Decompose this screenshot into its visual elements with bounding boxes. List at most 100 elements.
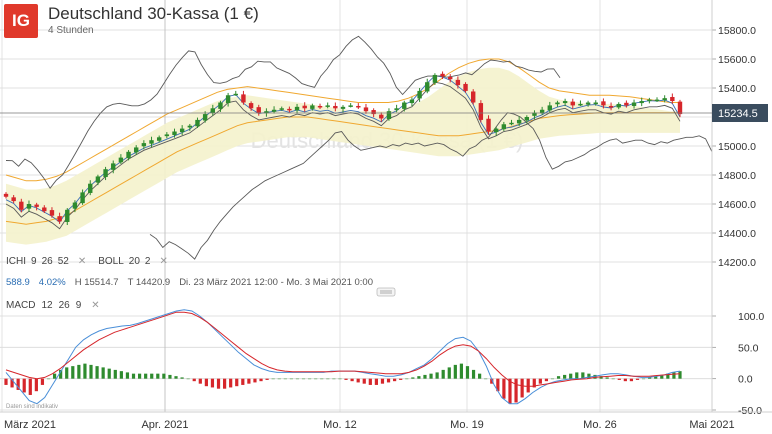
- candle-body: [340, 106, 346, 109]
- histogram-bar: [283, 378, 287, 380]
- histogram-bar: [265, 378, 269, 380]
- histogram-bar: [611, 378, 615, 380]
- histogram-bar: [648, 377, 652, 379]
- candle-body: [356, 105, 361, 108]
- candle-body: [95, 176, 101, 183]
- price-tick-label: 15800.0: [718, 25, 756, 37]
- logo-text: IG: [12, 11, 30, 30]
- histogram-bar: [77, 364, 81, 379]
- histogram-bar: [593, 374, 597, 379]
- candle-body: [677, 101, 683, 115]
- histogram-bar: [10, 378, 14, 388]
- candle-body: [202, 114, 208, 121]
- candle-body: [593, 102, 598, 104]
- macd-indicator[interactable]: MACD 12 26 9 ✕: [6, 300, 100, 311]
- histogram-bar: [16, 378, 20, 390]
- histogram-bar: [447, 367, 451, 379]
- ichi-param: 9: [31, 256, 37, 267]
- histogram-bar: [295, 378, 300, 380]
- histogram-bar: [623, 378, 627, 382]
- macd-panel[interactable]: [0, 298, 712, 410]
- chart-header: IG Deutschland 30-Kassa (1 €) 4 Stunden: [4, 4, 259, 38]
- candle-body: [524, 117, 530, 121]
- price-tick-label: 15600.0: [718, 54, 756, 66]
- candle-body: [302, 105, 307, 109]
- histogram-bar: [417, 376, 421, 379]
- boll-indicator[interactable]: BOLL 20 2 ✕: [98, 256, 168, 267]
- candle-body: [118, 157, 124, 163]
- histogram-bar: [320, 378, 324, 380]
- candle-body: [486, 118, 491, 132]
- panel-splitter[interactable]: [376, 287, 396, 297]
- histogram-bar: [550, 378, 555, 380]
- close-icon[interactable]: ✕: [77, 256, 87, 267]
- histogram-bar: [423, 374, 427, 379]
- histogram-bar: [587, 373, 591, 379]
- kijun-line: [5, 81, 681, 230]
- candle-body: [164, 134, 170, 137]
- close-icon[interactable]: ✕: [159, 256, 168, 267]
- candle-body: [624, 102, 629, 106]
- candle-body: [11, 197, 16, 202]
- histogram-bar: [34, 378, 38, 392]
- histogram-bar: [83, 363, 87, 379]
- price-panel[interactable]: [0, 0, 712, 290]
- candle-body: [662, 98, 667, 101]
- candle-body: [179, 128, 185, 133]
- candle-body: [233, 93, 238, 96]
- time-tick-label: Mo. 26: [583, 419, 617, 431]
- histogram-bar: [4, 378, 8, 385]
- histogram-bar: [162, 373, 166, 379]
- histogram-bar: [229, 378, 233, 388]
- current-price-box: [712, 104, 768, 122]
- current-price-value: 15234.5: [718, 108, 758, 120]
- macd-param: 12: [41, 300, 53, 311]
- histogram-bar: [405, 378, 409, 380]
- candle-body: [264, 111, 269, 114]
- splitter-handle[interactable]: [376, 287, 396, 297]
- macd-param: 26: [58, 300, 70, 311]
- candle-body: [248, 103, 254, 109]
- histogram-bar: [204, 378, 208, 387]
- histogram-bar: [526, 378, 530, 393]
- candle-body: [317, 105, 323, 108]
- close-icon[interactable]: ✕: [91, 300, 100, 311]
- macd-tick-label: 50.0: [738, 342, 759, 354]
- histogram-bar: [356, 378, 360, 383]
- histogram-bar: [635, 378, 640, 380]
- ichimoku-lines: [5, 35, 713, 260]
- candle-body: [478, 103, 484, 120]
- bollinger-bands: [5, 58, 680, 225]
- boll-label: BOLL: [98, 256, 124, 267]
- boll-param: 20: [128, 256, 140, 267]
- candle-body: [80, 192, 85, 204]
- histogram-bar: [59, 369, 63, 379]
- histogram-bar: [478, 373, 482, 379]
- histogram-bar: [277, 378, 281, 380]
- histogram-bar: [514, 378, 518, 403]
- price-tick-label: 14200.0: [718, 257, 756, 269]
- macd-grid: [0, 315, 712, 411]
- histogram-bar: [386, 378, 391, 383]
- macd-histogram: [4, 363, 682, 404]
- candle-body: [271, 109, 277, 112]
- ichi-param: 26: [41, 256, 53, 267]
- histogram-bar: [192, 378, 196, 382]
- candle-body: [555, 102, 560, 105]
- candle-body: [26, 204, 32, 209]
- histogram-bar: [350, 378, 354, 382]
- candle-body: [57, 216, 62, 222]
- current-price-tag: 15234.5: [0, 104, 768, 122]
- change-value: 588.9: [6, 277, 30, 288]
- candle-body: [578, 103, 583, 106]
- candle-body: [325, 105, 330, 107]
- footer-note: Daten sind indikativ: [6, 404, 59, 410]
- histogram-bar: [484, 378, 488, 380]
- ichi-param: 52: [57, 256, 69, 267]
- candle-body: [601, 101, 606, 106]
- ig-logo: IG: [4, 4, 38, 38]
- candle-body: [287, 108, 292, 111]
- ichi-indicator[interactable]: ICHI 9 26 52 ✕: [6, 256, 86, 267]
- candle-body: [539, 109, 545, 114]
